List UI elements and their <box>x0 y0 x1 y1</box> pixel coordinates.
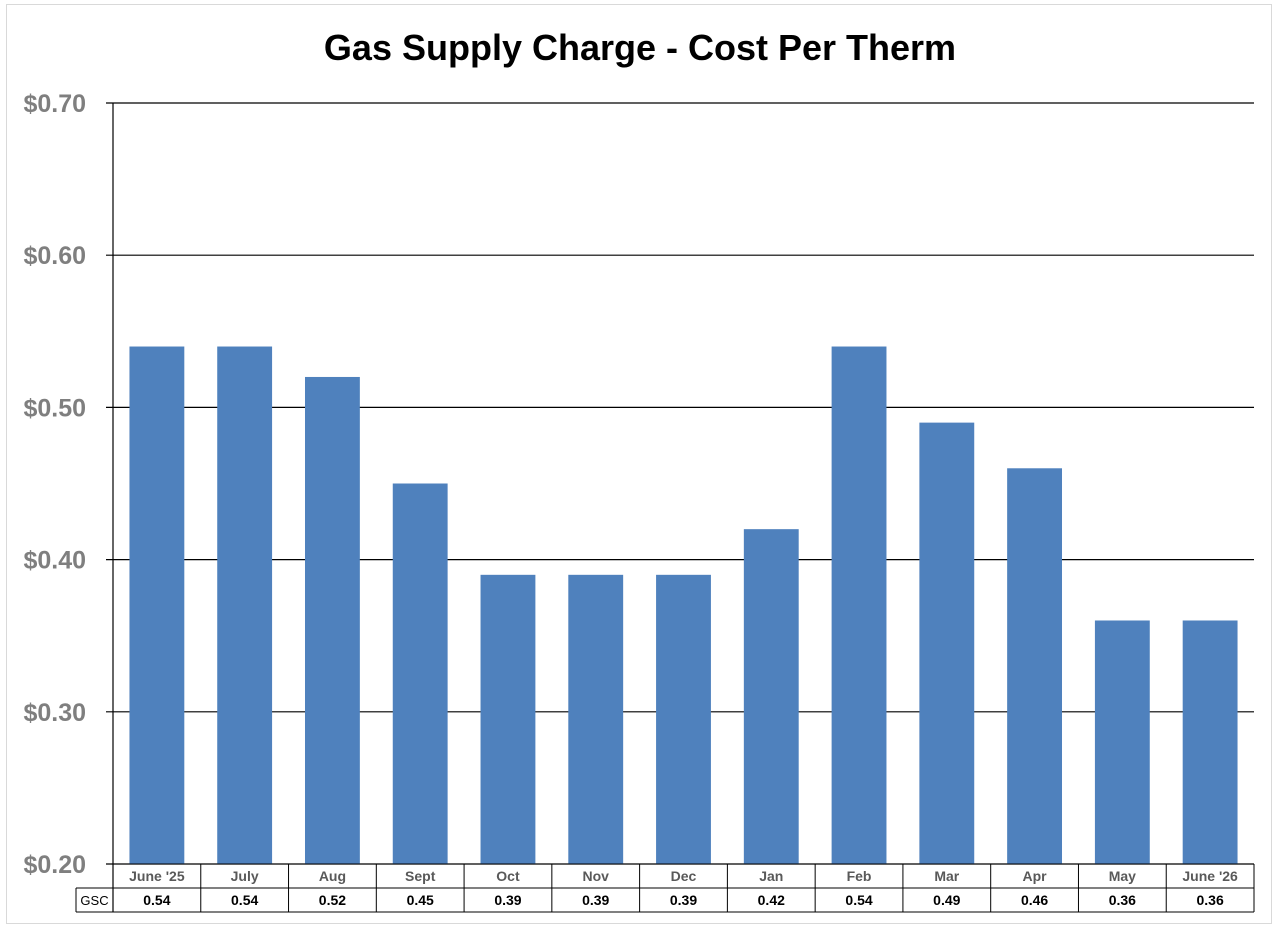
data-table-value: 0.36 <box>1109 892 1136 908</box>
x-tick-label: Aug <box>319 868 346 884</box>
y-axis-ticks: $0.20 $0.30 $0.40 $0.50 $0.60 $0.70 <box>23 90 86 879</box>
data-table-value: 0.54 <box>143 892 170 908</box>
chart-title: Gas Supply Charge - Cost Per Therm <box>324 27 956 68</box>
data-table-value: 0.45 <box>407 892 434 908</box>
y-tick-label: $0.30 <box>23 699 86 727</box>
data-table-value: 0.39 <box>670 892 697 908</box>
data-table-value: 0.46 <box>1021 892 1048 908</box>
bar <box>1182 620 1238 864</box>
x-tick-label: July <box>231 868 259 884</box>
data-table-value: 0.39 <box>494 892 521 908</box>
bar <box>919 422 975 864</box>
bar <box>392 483 448 864</box>
x-tick-label: Dec <box>671 868 697 884</box>
x-tick-label: Jan <box>759 868 783 884</box>
data-table-value: 0.39 <box>582 892 609 908</box>
x-tick-label: June '25 <box>129 868 185 884</box>
bar <box>480 574 536 864</box>
y-tick-label: $0.50 <box>23 394 86 422</box>
bar <box>129 346 185 864</box>
bar <box>1007 468 1063 864</box>
y-tick-label: $0.60 <box>23 242 86 270</box>
x-tick-label: Apr <box>1023 868 1048 884</box>
y-tick-label: $0.70 <box>23 90 86 118</box>
data-table-value: 0.52 <box>319 892 346 908</box>
y-tick-label: $0.40 <box>23 547 86 575</box>
bar <box>304 376 360 864</box>
x-tick-label: May <box>1109 868 1136 884</box>
data-table-value: 0.54 <box>231 892 258 908</box>
data-table-value: 0.49 <box>933 892 960 908</box>
x-tick-label: Nov <box>583 868 610 884</box>
x-tick-label: Oct <box>496 868 520 884</box>
data-table-value: 0.54 <box>845 892 872 908</box>
y-tick-label: $0.20 <box>23 851 86 879</box>
bar <box>1094 620 1150 864</box>
bars <box>129 346 1238 864</box>
bar <box>743 529 799 864</box>
bar <box>217 346 273 864</box>
bar <box>831 346 887 864</box>
data-table: GSC June '25 0.54 July 0.54 Aug 0.52 Sept 0.45 Oc… <box>75 863 1255 913</box>
data-table-value: 0.36 <box>1196 892 1223 908</box>
data-table-value: 0.42 <box>758 892 785 908</box>
x-tick-label: Feb <box>847 868 872 884</box>
bar <box>568 574 624 864</box>
series-row-label: GSC <box>80 893 108 908</box>
x-tick-label: Sept <box>405 868 436 884</box>
x-tick-label: Mar <box>934 868 959 884</box>
x-tick-label: June '26 <box>1182 868 1238 884</box>
bar <box>656 574 711 864</box>
